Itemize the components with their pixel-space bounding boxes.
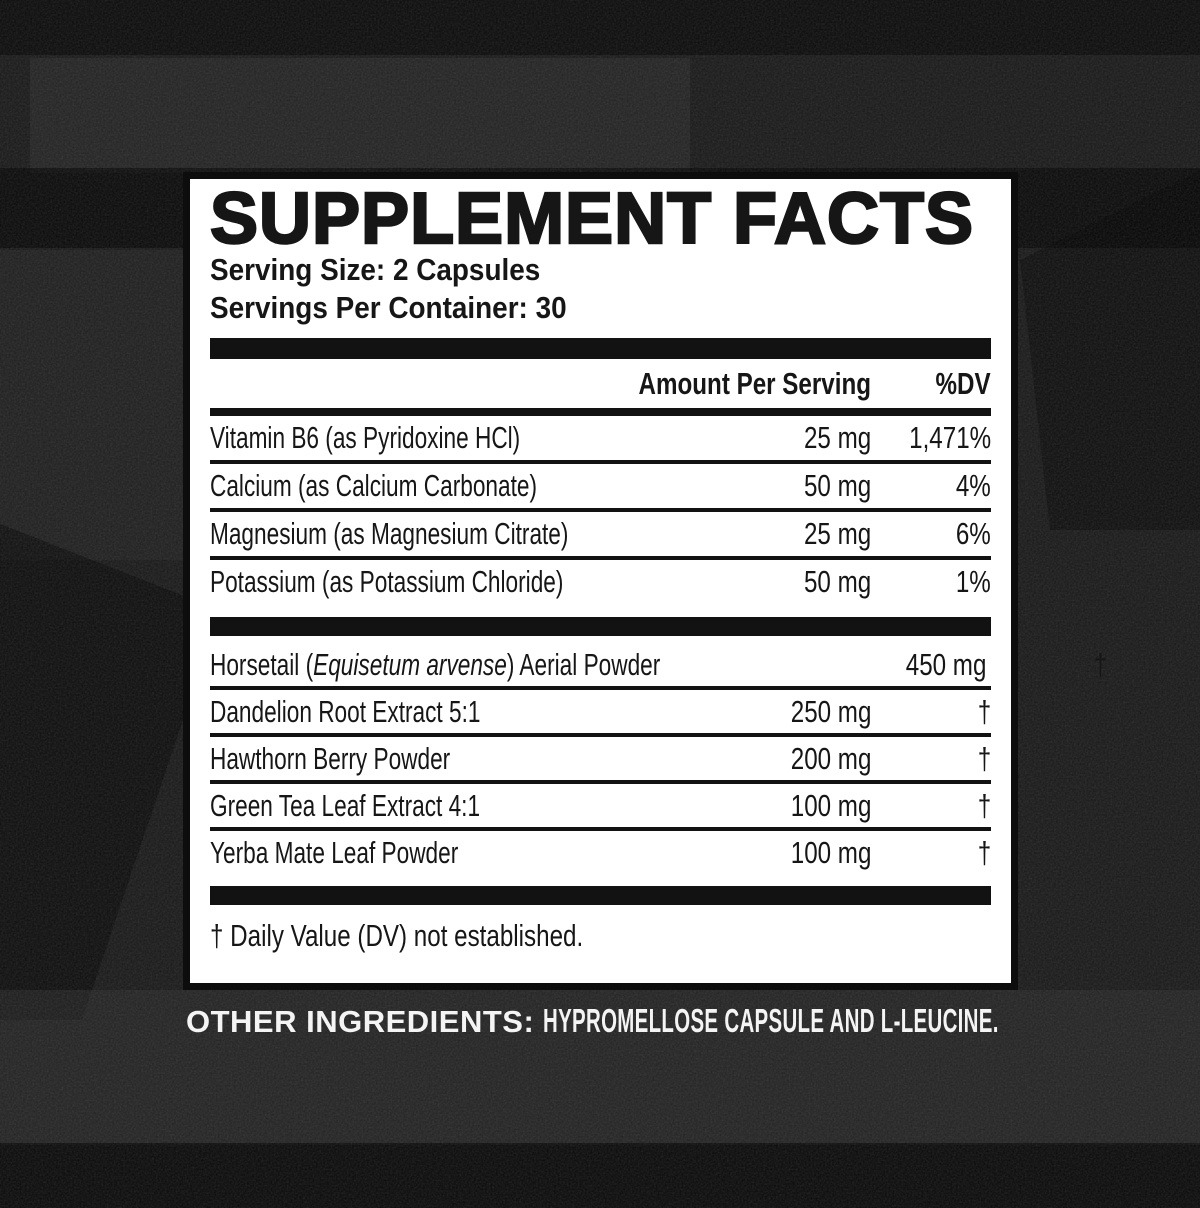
daily-value-footnote: † Daily Value (DV) not established. [210,918,584,953]
panel-title: SUPPLEMENT FACTS [209,179,975,259]
serving-size: Serving Size: 2 Capsules [210,252,541,287]
botanical-amount: 100 mg [790,787,871,823]
dagger-symbol: † [977,693,991,729]
other-ingredients-label: OTHER INGREDIENTS: [186,1004,535,1039]
nutrient-amount: 25 mg [803,420,871,455]
dagger-symbol: † [977,787,991,823]
botanical-name: Dandelion Root Extract 5:1 [210,693,481,729]
servings-per-container: Servings Per Container: 30 [210,290,567,325]
table-row-calcium: Calcium (as Calcium Carbonate) 50 mg 4% [210,464,991,508]
row-separator [210,460,991,464]
divider-bar [210,338,991,359]
table-row-yerba-mate: Yerba Mate Leaf Powder 100 mg † [210,831,991,874]
nutrient-dv: 1,471% [908,420,991,455]
nutrient-name: Calcium (as Calcium Carbonate) [210,468,537,503]
dagger-symbol: † [977,740,991,776]
header-amount-per-serving: Amount Per Serving [638,365,871,401]
header-percent-dv: %DV [935,365,991,401]
botanical-name: Yerba Mate Leaf Powder [210,834,459,870]
nutrient-dv: 4% [956,468,991,503]
header-separator [210,408,991,416]
latin-name: Equisetum arvense [313,646,507,682]
botanical-name: Horsetail (Equisetum arvense) Aerial Pow… [210,646,661,682]
botanical-amount: 200 mg [790,740,871,776]
dagger-symbol: † [977,834,991,870]
table-header-row: Amount Per Serving %DV [210,359,991,408]
background-patch [30,58,690,173]
botanical-name: Green Tea Leaf Extract 4:1 [210,787,481,823]
row-separator [210,686,991,690]
divider-bar [210,617,991,636]
botanical-amount: 100 mg [790,834,871,870]
row-separator [210,780,991,784]
other-ingredients-line: OTHER INGREDIENTS: HYPROMELLOSE CAPSULE … [186,1001,1200,1042]
nutrient-amount: 50 mg [803,564,871,599]
background-band-top [0,0,1200,55]
row-separator [210,733,991,737]
background-band-bottom [0,1143,1200,1208]
botanical-name: Hawthorn Berry Powder [210,740,451,776]
background-diagonal-shape [1020,170,1200,530]
table-row-dandelion: Dandelion Root Extract 5:1 250 mg † [210,690,991,733]
row-separator [210,556,991,560]
table-row-vitamin-b6: Vitamin B6 (as Pyridoxine HCl) 25 mg 1,4… [210,416,991,460]
row-separator [210,827,991,831]
row-separator [210,508,991,512]
nutrient-dv: 6% [956,516,991,551]
dagger-symbol: † [1093,646,1107,682]
botanical-amount: 450 mg [906,646,987,682]
nutrient-amount: 50 mg [803,468,871,503]
divider-bar [210,886,991,905]
table-row-hawthorn: Hawthorn Berry Powder 200 mg † [210,737,991,780]
nutrient-amount: 25 mg [803,516,871,551]
nutrient-name: Magnesium (as Magnesium Citrate) [210,516,569,551]
other-ingredients-text: HYPROMELLOSE CAPSULE AND L-LEUCINE. [542,1002,999,1039]
botanical-amount: 250 mg [790,693,871,729]
table-row-green-tea: Green Tea Leaf Extract 4:1 100 mg † [210,784,991,827]
supplement-facts-panel: SUPPLEMENT FACTS Serving Size: 2 Capsule… [183,172,1107,990]
table-row-magnesium: Magnesium (as Magnesium Citrate) 25 mg 6… [210,512,991,556]
serving-info: Serving Size: 2 Capsules Servings Per Co… [210,251,991,327]
table-row-potassium: Potassium (as Potassium Chloride) 50 mg … [210,560,991,604]
table-row-horsetail: Horsetail (Equisetum arvense) Aerial Pow… [210,643,1107,686]
nutrient-dv: 1% [956,564,991,599]
nutrient-name: Vitamin B6 (as Pyridoxine HCl) [210,420,521,455]
nutrient-name: Potassium (as Potassium Chloride) [210,564,564,599]
